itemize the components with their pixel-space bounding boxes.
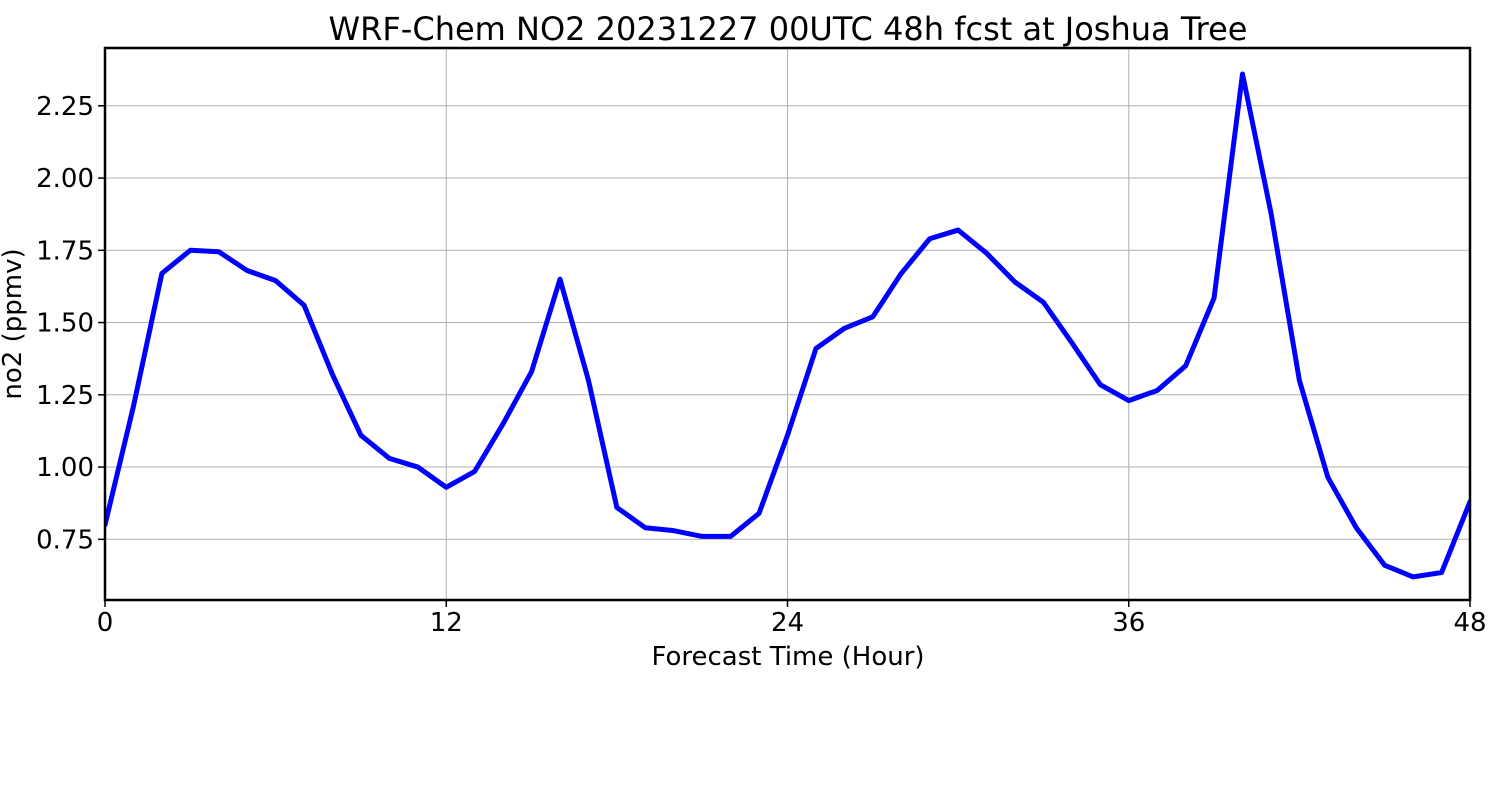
y-tick-label: 2.00 [36, 164, 94, 194]
axis-ticks: 0 12 24 36 48 0.75 1.00 1.25 1.50 1.75 2.00 2.25 [36, 92, 1486, 638]
x-tick-label: 0 [97, 608, 114, 638]
x-axis-label: Forecast Time (Hour) [651, 642, 924, 672]
y-axis-label: no2 (ppmv) [0, 248, 28, 399]
y-tick-label: 1.75 [36, 236, 94, 266]
y-tick-label: 0.75 [36, 525, 94, 555]
y-tick-label: 1.25 [36, 381, 94, 411]
no2-series-line [105, 71, 1470, 580]
y-tick-label: 1.00 [36, 453, 94, 483]
y-tick-label: 1.50 [36, 309, 94, 339]
x-tick-label: 12 [430, 608, 463, 638]
y-tick-label: 2.25 [36, 92, 94, 122]
x-tick-label: 36 [1112, 608, 1145, 638]
chart-title: WRF-Chem NO2 20231227 00UTC 48h fcst at … [329, 10, 1248, 48]
x-tick-label: 24 [771, 608, 804, 638]
x-tick-label: 48 [1453, 608, 1486, 638]
